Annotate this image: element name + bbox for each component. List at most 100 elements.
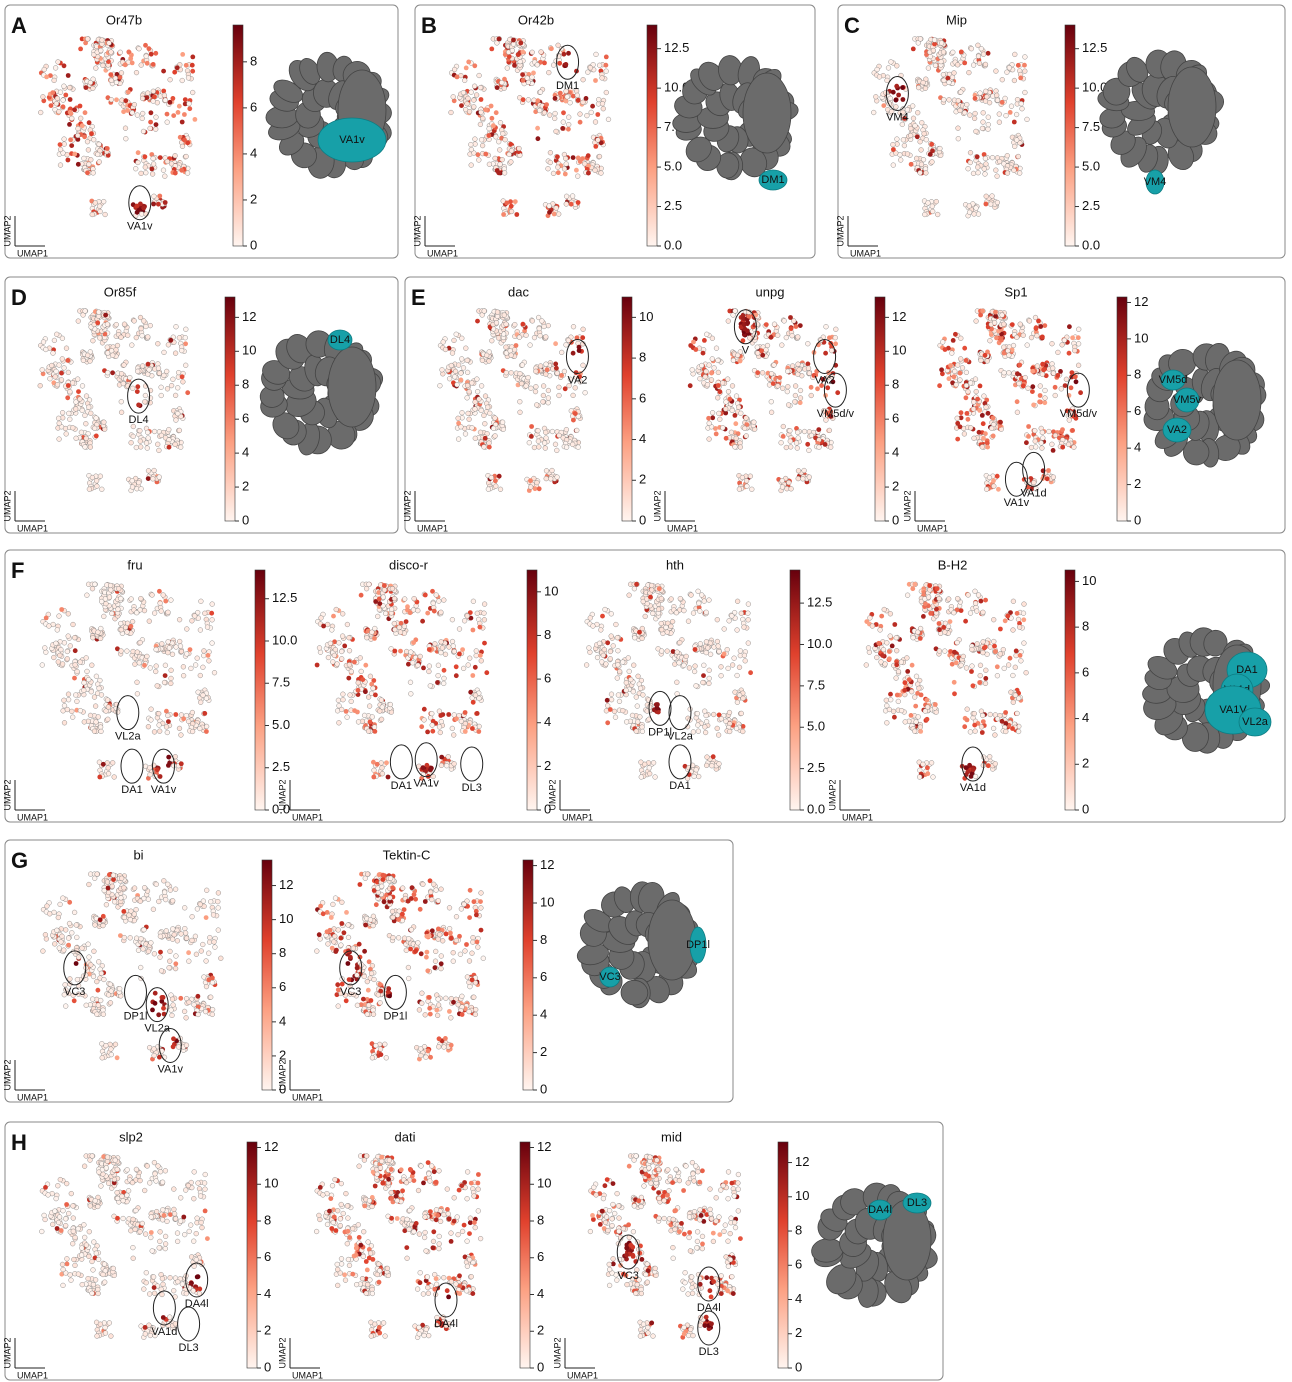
colorbar-tick-label: 2 — [242, 478, 249, 493]
cell-dot — [441, 681, 446, 686]
cell-dot — [891, 163, 896, 168]
cell-dot — [716, 370, 721, 375]
cell-dot — [580, 335, 585, 340]
cell-dot — [493, 416, 498, 421]
cell-dot — [795, 446, 800, 451]
gene-title: Mip — [946, 12, 967, 27]
cell-dot — [536, 98, 541, 103]
cell-dot — [372, 725, 377, 730]
cell-dot — [1062, 338, 1067, 343]
cell-dot — [566, 127, 571, 132]
cell-dot — [130, 386, 135, 391]
cell-dot — [1053, 433, 1058, 438]
cell-dot — [781, 424, 786, 429]
cell-dot — [456, 421, 461, 426]
cell-dot — [408, 650, 413, 655]
cell-dot — [471, 104, 476, 109]
cell-dot — [377, 601, 382, 606]
cell-dot — [467, 389, 472, 394]
cell-dot — [775, 333, 780, 338]
cell-dot — [151, 62, 156, 67]
cell-dot — [54, 332, 59, 337]
cell-dot — [125, 649, 130, 654]
cell-dot — [131, 434, 136, 439]
cell-dot — [504, 201, 509, 206]
cell-dot — [76, 389, 81, 394]
cell-dot — [688, 383, 693, 388]
cell-dot — [166, 610, 171, 615]
cell-dot — [477, 73, 482, 78]
cluster-label: DL3 — [462, 782, 482, 794]
cell-dot — [557, 385, 562, 390]
cell-dot — [107, 595, 112, 600]
cell-dot — [983, 353, 988, 358]
cluster-label: DA1 — [121, 784, 142, 796]
cell-dot — [85, 353, 90, 358]
cell-dot — [474, 653, 479, 658]
cell-dot — [536, 445, 541, 450]
cell-dot — [484, 353, 489, 358]
cell-dot — [436, 599, 441, 604]
cell-dot — [317, 646, 322, 651]
cell-dot — [709, 378, 714, 383]
cell-dot — [55, 382, 60, 387]
cell-dot — [428, 767, 433, 772]
cell-dot — [795, 335, 800, 340]
cell-dot — [168, 100, 173, 105]
cell-dot — [910, 104, 915, 109]
cell-dot — [154, 122, 159, 127]
cell-dot — [97, 686, 102, 691]
cell-dot — [465, 614, 470, 619]
cell-dot — [1072, 348, 1077, 353]
cell-dot — [108, 72, 113, 77]
cell-dot — [86, 405, 91, 410]
cell-dot — [130, 485, 135, 490]
cell-dot — [88, 713, 93, 718]
panel-frame — [838, 5, 1285, 258]
cell-dot — [358, 656, 363, 661]
cell-dot — [62, 698, 67, 703]
cell-dot — [151, 99, 156, 104]
cell-dot — [62, 703, 67, 708]
cell-dot — [125, 630, 130, 635]
cell-dot — [83, 413, 88, 418]
cell-dot — [375, 762, 380, 767]
cell-dot — [127, 375, 132, 380]
cell-dot — [140, 333, 145, 338]
cell-dot — [894, 98, 899, 103]
cell-dot — [143, 170, 148, 175]
cell-dot — [159, 385, 164, 390]
cell-dot — [474, 93, 479, 98]
cell-dot — [51, 351, 56, 356]
cell-dot — [585, 70, 590, 75]
cell-dot — [418, 654, 423, 659]
cell-dot — [537, 326, 542, 331]
cell-dot — [551, 63, 556, 68]
cell-dot — [90, 475, 95, 480]
cell-dot — [814, 369, 819, 374]
glomerulus — [1213, 360, 1261, 440]
cell-dot — [704, 332, 709, 337]
cell-dot — [745, 484, 750, 489]
cell-dot — [976, 54, 981, 59]
cell-dot — [496, 139, 501, 144]
cell-dot — [486, 487, 491, 492]
cell-dot — [69, 143, 74, 148]
cell-dot — [982, 167, 987, 172]
cell-dot — [691, 340, 696, 345]
cell-dot — [465, 358, 470, 363]
cell-dot — [544, 476, 549, 481]
cell-dot — [968, 160, 973, 165]
cell-dot — [483, 436, 488, 441]
cell-dot — [57, 109, 62, 114]
cell-dot — [184, 154, 189, 159]
cell-dot — [958, 336, 963, 341]
cell-dot — [575, 174, 580, 179]
cell-dot — [581, 363, 586, 368]
cell-dot — [82, 134, 87, 139]
cell-dot — [427, 647, 432, 652]
cell-dot — [179, 649, 184, 654]
cell-dot — [517, 335, 522, 340]
cell-dot — [162, 174, 167, 179]
cluster-label: VA1v — [413, 778, 439, 790]
